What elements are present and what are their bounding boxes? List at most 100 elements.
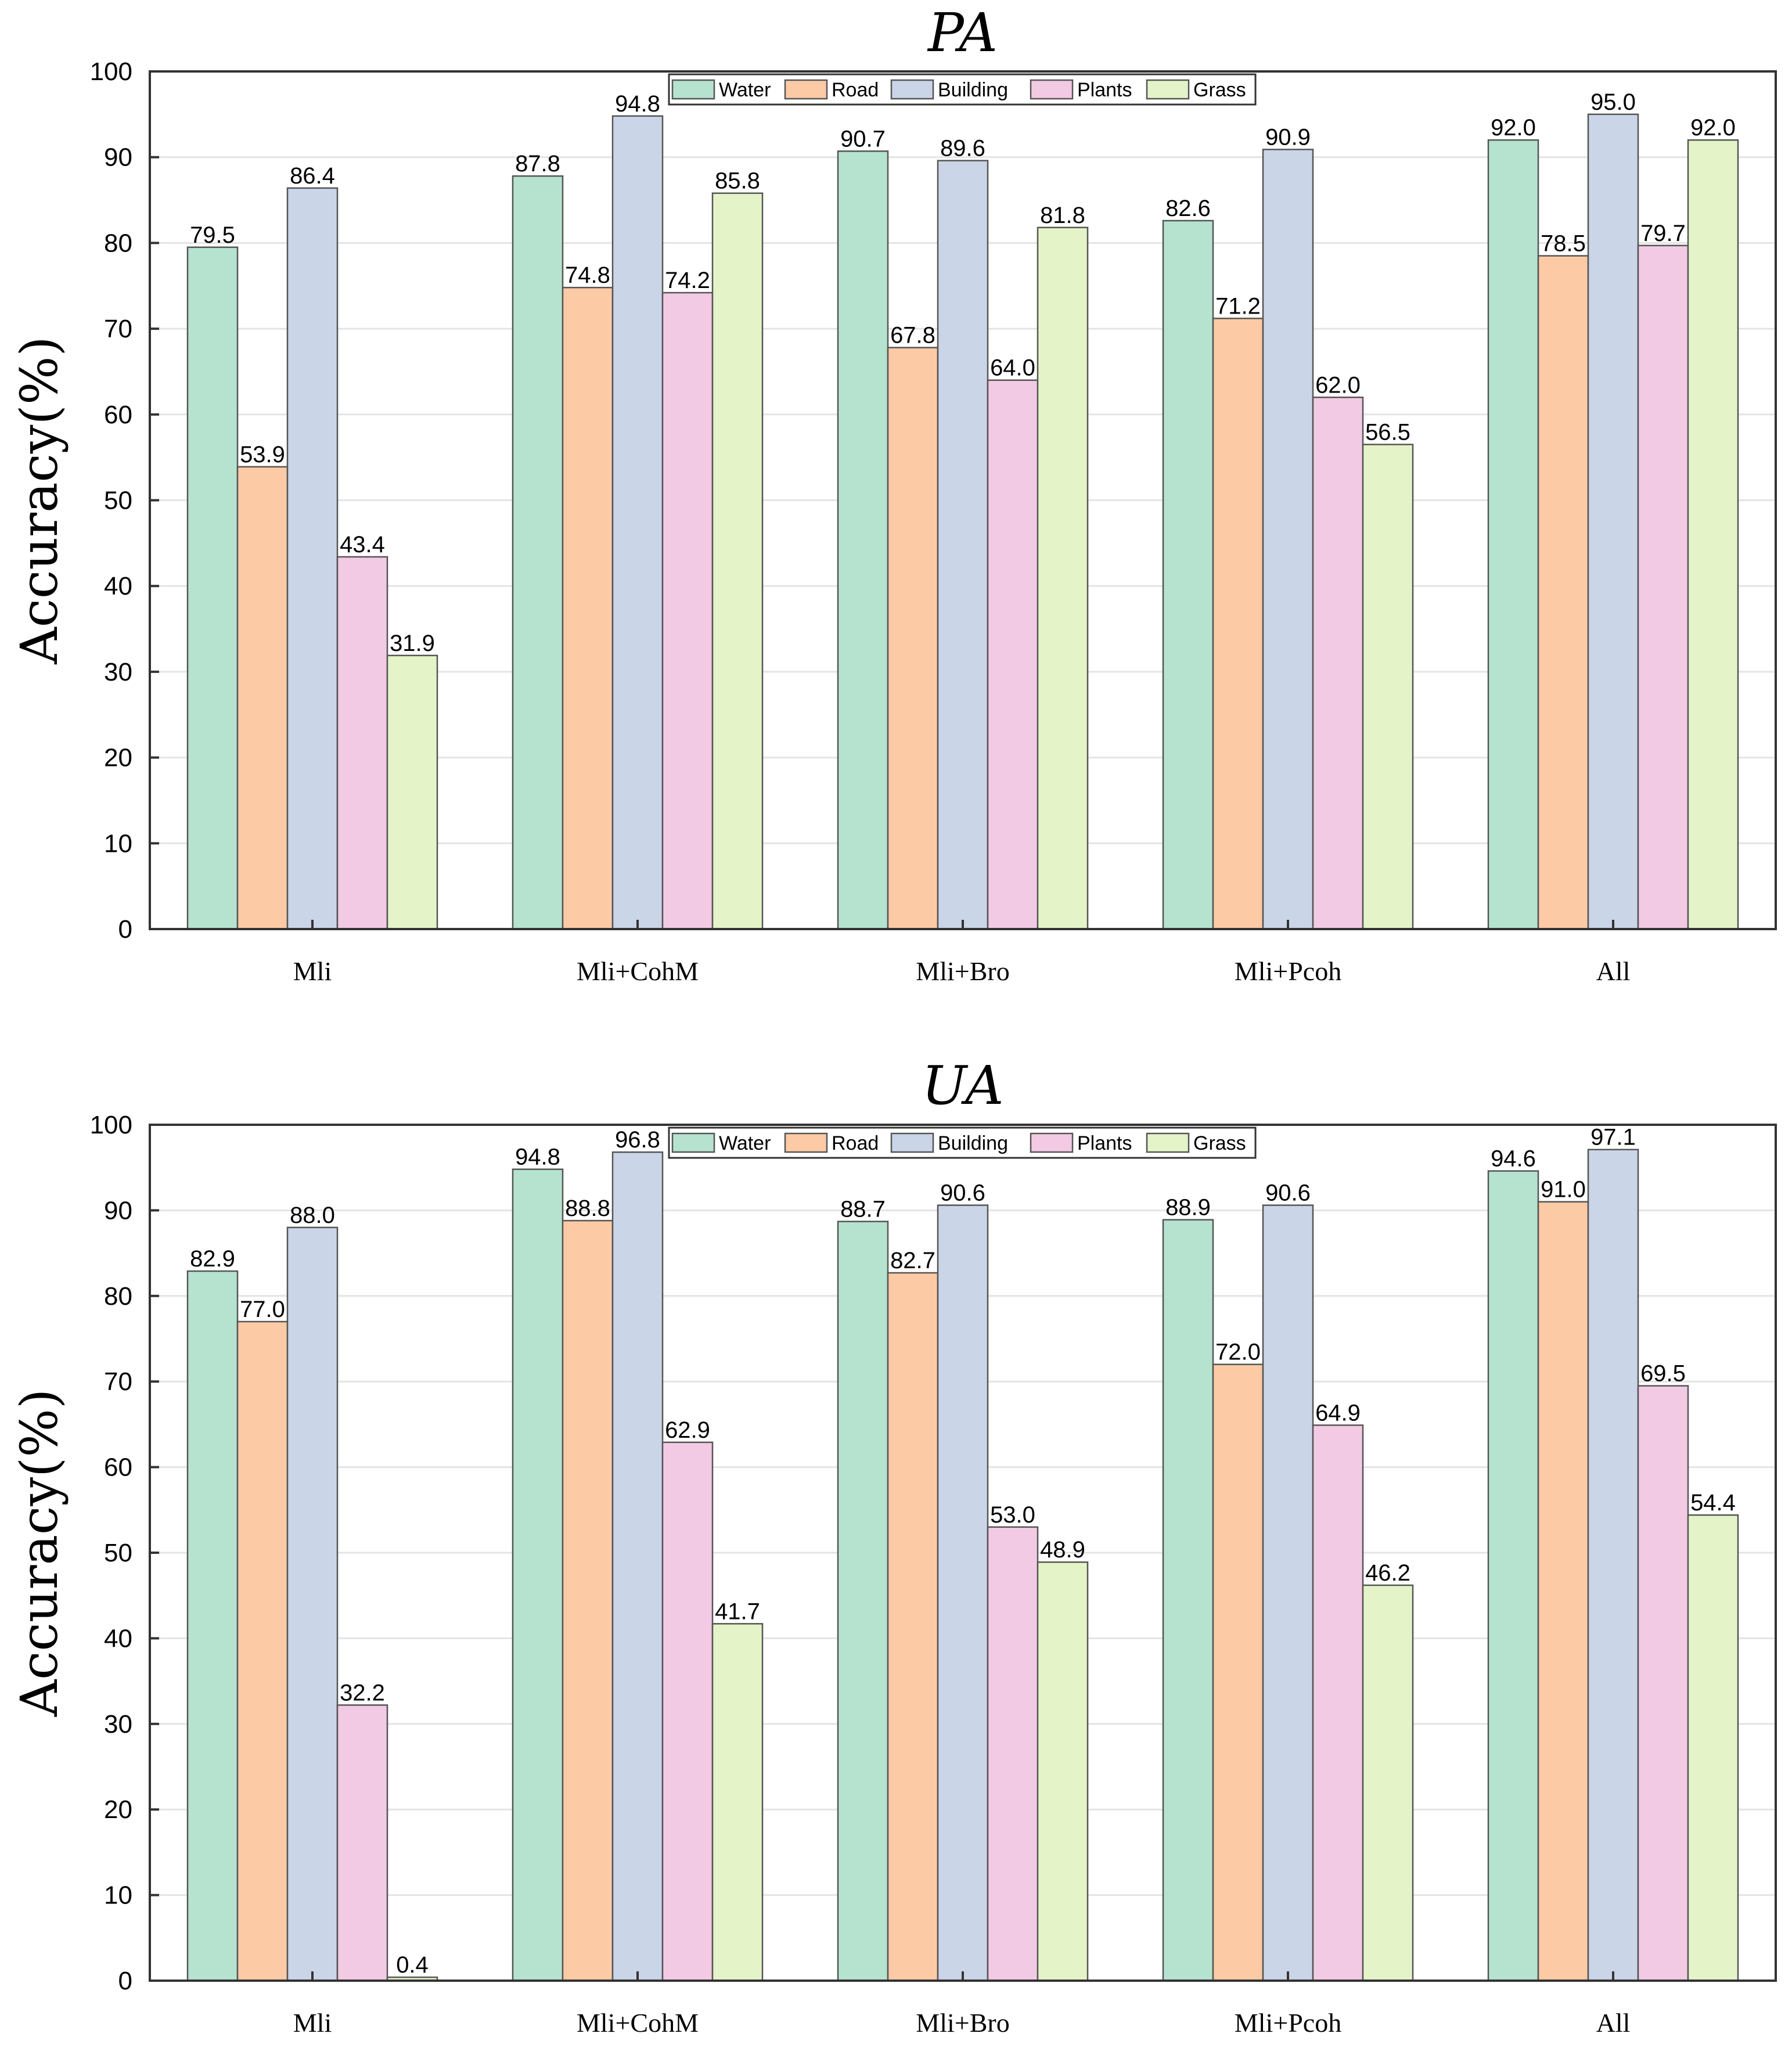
bar-grass xyxy=(1687,1514,1739,1982)
legend-label-road: Road xyxy=(832,1132,879,1154)
y-tick-label: 20 xyxy=(104,1795,132,1824)
pa-chart: 79.5 53.9 86.4 43.4 31.9 Mli 87.8 74.8 94.8 74.2 8… xyxy=(9,2,1777,986)
y-tick-label: 10 xyxy=(104,829,132,858)
y-tick-label: 40 xyxy=(104,572,132,600)
bar-grass xyxy=(1037,226,1089,930)
legend-label-water: Water xyxy=(719,1132,771,1154)
bar-water xyxy=(1162,219,1214,930)
data-label: 78.5 xyxy=(1541,231,1586,257)
data-label: 86.4 xyxy=(290,163,335,189)
chart-title: UA xyxy=(922,1055,1003,1117)
data-label: 56.5 xyxy=(1365,419,1410,445)
y-tick-label: 60 xyxy=(104,1453,132,1482)
data-label: 62.0 xyxy=(1315,372,1361,398)
bar-building xyxy=(611,115,664,930)
y-tick-label: 100 xyxy=(90,57,132,86)
data-label: 82.9 xyxy=(190,1246,235,1272)
data-label: 97.1 xyxy=(1591,1125,1636,1150)
y-tick-label: 90 xyxy=(104,1196,132,1225)
bar-road xyxy=(562,286,614,930)
legend-label-plants: Plants xyxy=(1077,1132,1132,1154)
bar-road xyxy=(887,1272,939,1982)
data-label: 31.9 xyxy=(390,631,435,656)
bar-water xyxy=(1162,1219,1214,1982)
y-tick-label: 50 xyxy=(104,487,132,515)
bar-grass xyxy=(1362,444,1414,930)
bar-plants xyxy=(987,379,1039,930)
bar-plants xyxy=(336,556,388,930)
y-tick-label: 100 xyxy=(90,1111,132,1139)
y-axis-label: Accuracy(%) xyxy=(9,1389,69,1718)
data-label: 87.8 xyxy=(515,151,560,177)
bar-road xyxy=(1212,1363,1264,1982)
legend-label-building: Building xyxy=(938,1132,1008,1154)
bar-road xyxy=(1537,255,1589,930)
legend-swatch-building xyxy=(890,1132,934,1153)
data-label: 48.9 xyxy=(1040,1537,1085,1563)
bar-building xyxy=(1262,149,1314,930)
legend-swatch-water xyxy=(671,79,715,100)
data-label: 85.8 xyxy=(715,168,760,194)
bar-water xyxy=(1487,139,1539,930)
data-label: 54.4 xyxy=(1690,1490,1736,1516)
bar-water xyxy=(1487,1170,1539,1982)
bar-grass xyxy=(711,192,764,930)
bar-plants xyxy=(661,291,714,930)
legend-swatch-grass xyxy=(1146,1132,1190,1153)
bar-building xyxy=(937,160,989,930)
data-label: 41.7 xyxy=(715,1599,760,1624)
bar-grass xyxy=(711,1623,764,1982)
bar-building xyxy=(1587,1149,1639,1982)
chart-title: PA xyxy=(927,2,998,64)
legend-swatch-plants xyxy=(1030,1132,1074,1153)
data-label: 77.0 xyxy=(240,1297,285,1322)
legend-label-plants: Plants xyxy=(1077,79,1132,101)
y-tick-label: 30 xyxy=(104,658,132,686)
bar-plants xyxy=(1312,1424,1364,1982)
data-label: 64.0 xyxy=(990,355,1035,381)
data-label: 90.7 xyxy=(840,126,886,152)
data-label: 96.8 xyxy=(615,1127,660,1153)
data-label: 0.4 xyxy=(396,1952,429,1978)
bar-building xyxy=(937,1204,989,1982)
x-tick-label: Mli xyxy=(293,956,332,986)
data-label: 88.0 xyxy=(290,1203,335,1228)
data-label: 67.8 xyxy=(890,323,935,348)
legend-label-grass: Grass xyxy=(1193,79,1246,101)
data-label: 90.6 xyxy=(1265,1181,1311,1206)
legend-swatch-road xyxy=(784,1132,828,1153)
data-label: 79.7 xyxy=(1640,221,1686,246)
data-label: 94.8 xyxy=(515,1145,560,1170)
data-label: 74.2 xyxy=(665,268,710,293)
bar-water xyxy=(186,1270,239,1982)
bar-water xyxy=(837,1221,889,1982)
data-label: 90.6 xyxy=(940,1181,985,1206)
y-tick-label: 60 xyxy=(104,401,132,429)
data-label: 92.0 xyxy=(1491,115,1536,141)
bar-road xyxy=(236,1320,289,1982)
data-label: 88.7 xyxy=(840,1197,886,1222)
bar-road xyxy=(1212,318,1264,930)
data-label: 89.6 xyxy=(940,136,985,161)
bar-building xyxy=(286,1226,339,1982)
bar-water xyxy=(512,175,564,930)
data-label: 88.8 xyxy=(565,1196,610,1221)
bar-building xyxy=(1262,1204,1314,1982)
y-tick-label: 0 xyxy=(118,1967,132,1995)
data-label: 62.9 xyxy=(665,1417,710,1443)
x-tick-label: Mli+Pcoh xyxy=(1235,2008,1341,2038)
x-tick-label: Mli+CohM xyxy=(577,956,699,986)
data-label: 53.9 xyxy=(240,442,285,467)
bar-road xyxy=(562,1219,614,1982)
bar-plants xyxy=(336,1704,388,1982)
y-tick-label: 70 xyxy=(104,315,132,343)
legend-label-road: Road xyxy=(832,79,879,101)
bar-road xyxy=(887,347,939,930)
y-tick-label: 80 xyxy=(104,229,132,257)
legend-swatch-building xyxy=(890,79,934,100)
data-label: 82.7 xyxy=(890,1248,935,1273)
y-tick-label: 0 xyxy=(118,915,132,944)
bar-plants xyxy=(661,1441,714,1982)
data-label: 64.9 xyxy=(1315,1400,1361,1426)
y-tick-label: 90 xyxy=(104,143,132,172)
